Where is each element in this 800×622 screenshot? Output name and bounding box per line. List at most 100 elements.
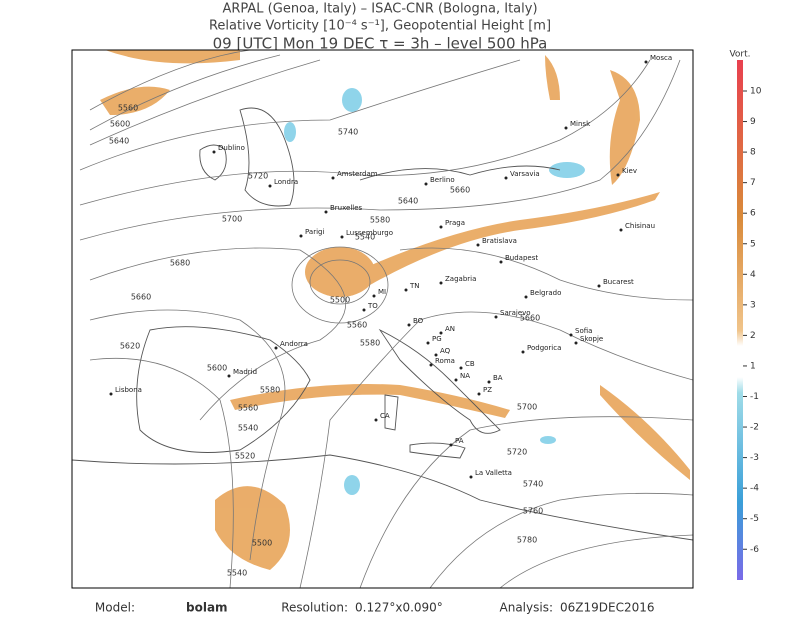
colorbar-tick-label: 8 bbox=[750, 148, 756, 158]
city-label: Praga bbox=[445, 219, 465, 227]
footer-label: Model: bbox=[95, 601, 135, 615]
contour-label: 5500 bbox=[252, 539, 272, 548]
city-label: AQ bbox=[440, 347, 451, 355]
contour-label: 5680 bbox=[170, 259, 190, 268]
contour-label: 5540 bbox=[227, 569, 247, 578]
colorbar-tick-label: -4 bbox=[750, 484, 759, 494]
city-label: PZ bbox=[483, 386, 492, 394]
contour-label: 5720 bbox=[248, 172, 268, 181]
city-dot bbox=[439, 331, 443, 335]
city-label: MI bbox=[378, 288, 386, 296]
city-dot bbox=[439, 225, 443, 229]
city-dot bbox=[459, 366, 463, 370]
colorbar-tick-label: 5 bbox=[750, 239, 756, 249]
contour-label: 5740 bbox=[523, 480, 543, 489]
contour-label: 5580 bbox=[260, 386, 280, 395]
colorbar-tick-label: 9 bbox=[750, 117, 756, 127]
city-label: Zagabria bbox=[445, 275, 476, 283]
colorbar-tick-label: -6 bbox=[750, 545, 759, 555]
city-dot bbox=[619, 228, 623, 232]
city-dot bbox=[439, 281, 443, 285]
city-label: Chisinau bbox=[625, 222, 655, 230]
contour-label: 5540 bbox=[355, 233, 375, 242]
contour-label: 5640 bbox=[109, 137, 129, 146]
contour-label: 5700 bbox=[222, 215, 242, 224]
vorticity-negative bbox=[284, 88, 585, 495]
contour-label: 5580 bbox=[370, 216, 390, 225]
height-contours bbox=[79, 50, 693, 588]
colorbar bbox=[737, 60, 743, 580]
footer-label: Resolution: bbox=[281, 601, 348, 615]
city-label: NA bbox=[460, 372, 470, 380]
footer-value: 0.127°x0.090° bbox=[355, 601, 443, 615]
coastlines bbox=[72, 107, 693, 541]
city-dot bbox=[426, 341, 430, 345]
contour-label: 5780 bbox=[517, 536, 537, 545]
contour-label: 5760 bbox=[523, 507, 543, 516]
city-dot bbox=[331, 176, 335, 180]
city-label: Bratislava bbox=[482, 237, 517, 245]
cities: Mosca Dublino Londra Amsterdam Berlino Varsav… bbox=[109, 54, 672, 479]
city-label: Londra bbox=[274, 178, 298, 186]
colorbar-tick-label: 10 bbox=[750, 87, 762, 97]
contour-label: 5580 bbox=[360, 339, 380, 348]
colorbar-title: Vort. bbox=[729, 50, 750, 60]
header-line: ARPAL (Genoa, Italy) – ISAC-CNR (Bologna… bbox=[222, 2, 537, 17]
colorbar-tick-label: -3 bbox=[750, 453, 759, 463]
city-dot bbox=[374, 418, 378, 422]
city-dot bbox=[407, 323, 411, 327]
city-label: BO bbox=[413, 317, 424, 325]
city-dot bbox=[499, 260, 503, 264]
city-dot bbox=[644, 60, 648, 64]
contour-labels: 5560 5600 5640 5740 5720 5700 5680 5660 5620 5600… bbox=[109, 104, 543, 578]
contour-label: 5720 bbox=[507, 448, 527, 457]
city-label: Roma bbox=[435, 357, 455, 365]
city-label: TO bbox=[367, 302, 378, 310]
city-dot bbox=[597, 284, 601, 288]
colorbar-tick-label: 3 bbox=[750, 300, 756, 310]
city-dot bbox=[569, 333, 573, 337]
contour-label: 5600 bbox=[207, 364, 227, 373]
colorbar-ticks: 10 9 8 7 6 5 4 3 2 1 -1 -2 -3 -4 -5 -6 bbox=[743, 87, 762, 555]
city-dot bbox=[476, 243, 480, 247]
city-label: Varsavia bbox=[510, 170, 540, 178]
city-dot bbox=[424, 182, 428, 186]
contour-label: 5620 bbox=[120, 342, 140, 351]
city-label: Dublino bbox=[218, 144, 245, 152]
city-label: Andorra bbox=[280, 340, 308, 348]
city-label: TN bbox=[409, 282, 420, 290]
colorbar-tick-label: -5 bbox=[750, 514, 759, 524]
city-label: Kiev bbox=[622, 167, 637, 175]
city-label: Amsterdam bbox=[337, 170, 378, 178]
city-dot bbox=[274, 346, 278, 350]
city-dot bbox=[477, 392, 481, 396]
city-label: CB bbox=[465, 360, 475, 368]
city-dot bbox=[404, 288, 408, 292]
footer-value: bolam bbox=[186, 601, 228, 615]
city-dot bbox=[212, 150, 216, 154]
city-dot bbox=[574, 341, 578, 345]
vorticity-positive bbox=[100, 50, 690, 570]
city-dot bbox=[340, 235, 344, 239]
city-dot bbox=[449, 443, 453, 447]
contour-label: 5600 bbox=[110, 120, 130, 129]
city-label: Sarajevo bbox=[500, 309, 531, 317]
contour-label: 5560 bbox=[347, 321, 367, 330]
contour-label: 5500 bbox=[330, 296, 350, 305]
colorbar-tick-label: -1 bbox=[750, 392, 759, 402]
city-dot bbox=[469, 475, 473, 479]
city-dot bbox=[372, 294, 376, 298]
city-label: Sofia bbox=[575, 327, 592, 335]
city-dot bbox=[227, 374, 231, 378]
city-label: Skopje bbox=[580, 335, 603, 343]
city-label: Lisbona bbox=[115, 386, 142, 394]
city-label: CA bbox=[380, 412, 390, 420]
contour-label: 5560 bbox=[238, 404, 258, 413]
city-label: Parigi bbox=[305, 228, 324, 236]
city-dot bbox=[268, 184, 272, 188]
city-dot bbox=[616, 173, 620, 177]
city-label: Madrid bbox=[233, 368, 257, 376]
city-dot bbox=[362, 308, 366, 312]
city-label: AN bbox=[445, 325, 455, 333]
city-dot bbox=[494, 315, 498, 319]
